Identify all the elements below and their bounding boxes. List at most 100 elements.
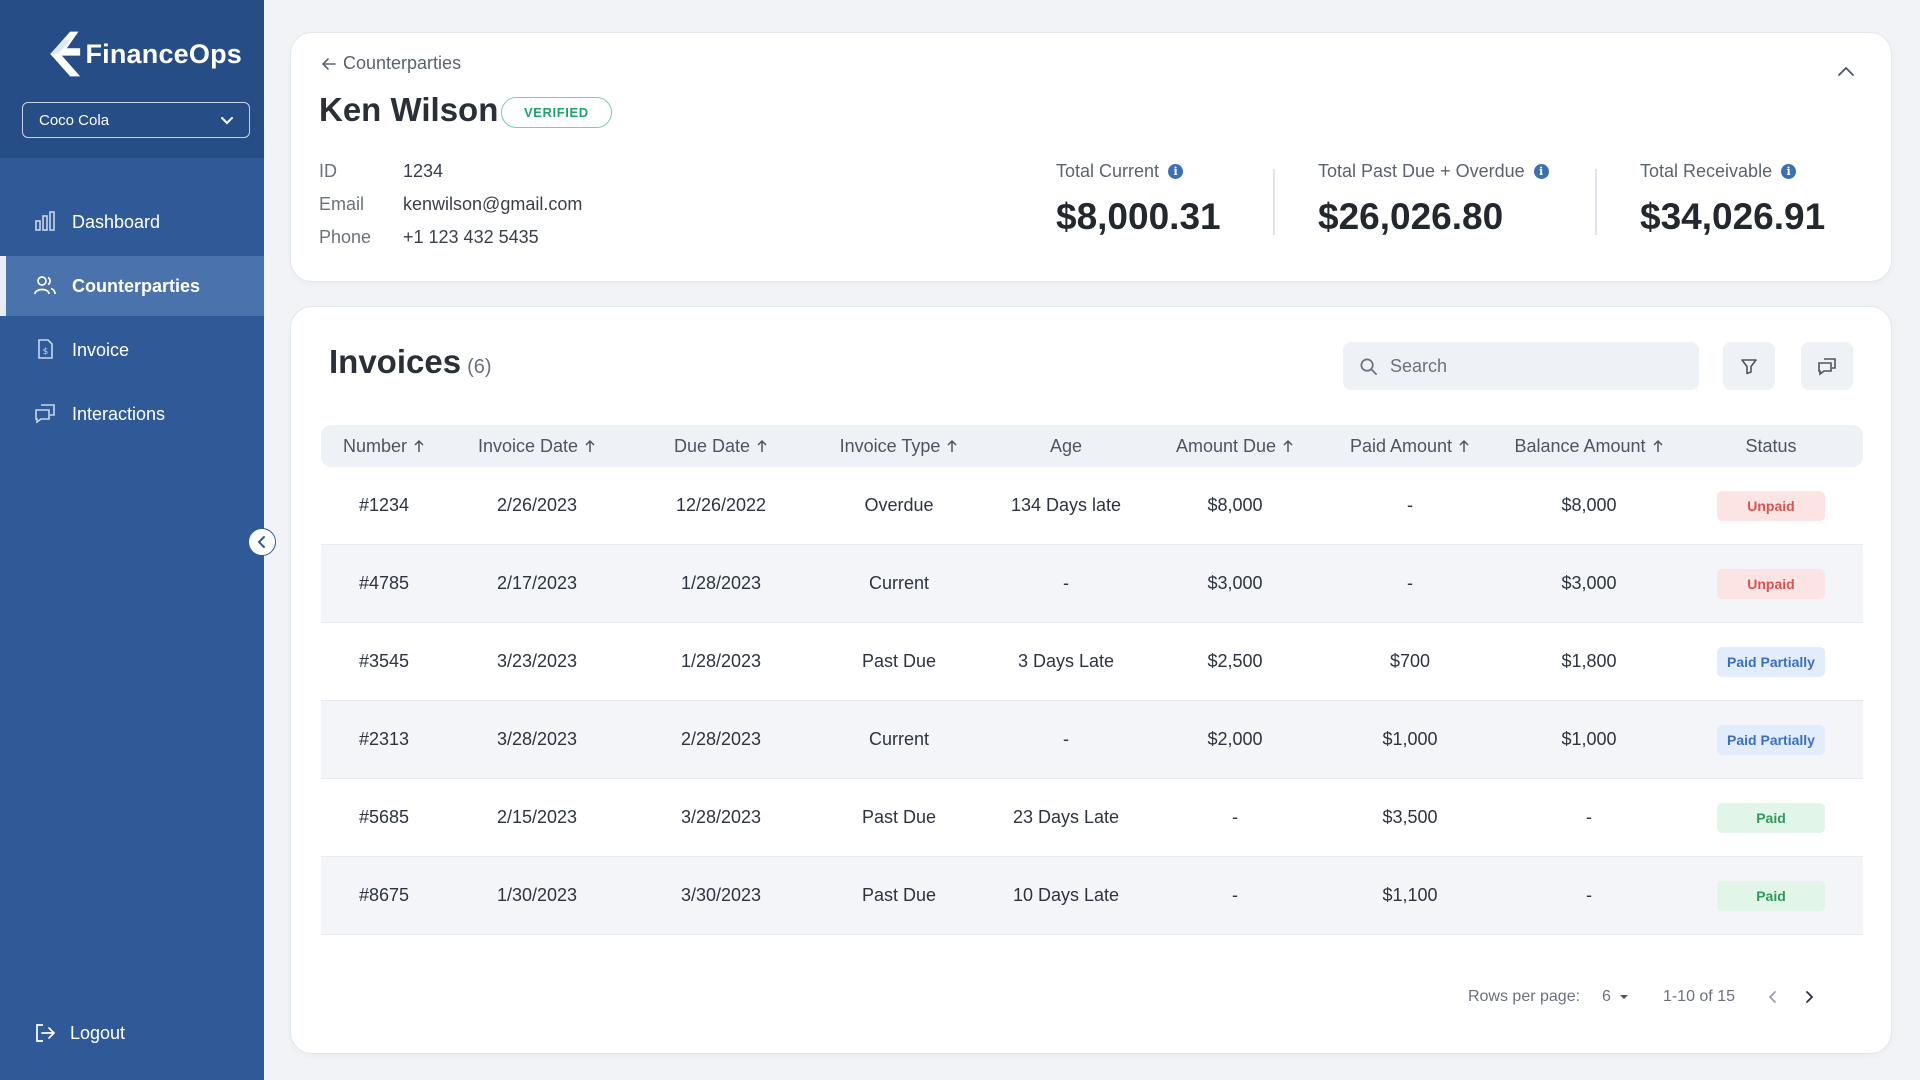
column-header-age[interactable]: Age bbox=[983, 436, 1149, 457]
breadcrumb-back-link[interactable]: Counterparties bbox=[321, 53, 461, 74]
chevron-left-icon bbox=[257, 536, 265, 548]
document-icon: $ bbox=[34, 338, 58, 362]
column-header-amount-due[interactable]: Amount Due bbox=[1149, 436, 1321, 457]
filter-button[interactable] bbox=[1723, 342, 1775, 390]
column-label: Invoice Type bbox=[839, 435, 941, 456]
column-header-due-date[interactable]: Due Date bbox=[627, 436, 815, 457]
cell-paid-amount: - bbox=[1407, 573, 1413, 593]
cell-amount-due: - bbox=[1232, 885, 1238, 905]
cell-invoice-type: Past Due bbox=[861, 651, 937, 671]
chat-icon bbox=[34, 402, 58, 426]
organization-select[interactable]: Coco Cola bbox=[22, 102, 250, 138]
column-header-number[interactable]: Number bbox=[321, 436, 447, 457]
info-row-id: ID 1234 bbox=[319, 155, 582, 188]
cell-number: #4785 bbox=[358, 573, 410, 593]
table-row[interactable]: #5685 2/15/2023 3/28/2023 Past Due 23 Da… bbox=[321, 779, 1863, 857]
invoices-count: (6) bbox=[467, 356, 492, 378]
svg-text:$: $ bbox=[43, 347, 49, 357]
comments-button[interactable] bbox=[1801, 342, 1853, 390]
chevron-up-icon[interactable] bbox=[1835, 61, 1857, 83]
sort-arrow-up-icon bbox=[414, 439, 424, 452]
invoices-table: Number Invoice Date Due Date Invoice Typ… bbox=[321, 425, 1863, 935]
stat-total-receivable: Total Receivable i $34,026.91 bbox=[1640, 161, 1825, 238]
table-row[interactable]: #1234 2/26/2023 12/26/2022 Overdue 134 D… bbox=[321, 467, 1863, 545]
info-row-email: Email kenwilson@gmail.com bbox=[319, 188, 582, 221]
sidebar: FinanceOps Coco Cola Dashboard Counterpa… bbox=[0, 0, 264, 1080]
column-header-paid-amount[interactable]: Paid Amount bbox=[1321, 436, 1499, 457]
table-row[interactable]: #2313 3/28/2023 2/28/2023 Current - $2,0… bbox=[321, 701, 1863, 779]
column-label: Amount Due bbox=[1175, 435, 1277, 456]
column-label: Invoice Date bbox=[477, 435, 579, 456]
arrow-left-icon bbox=[321, 57, 336, 70]
column-header-invoice-date[interactable]: Invoice Date bbox=[447, 436, 627, 457]
cell-invoice-date: 2/17/2023 bbox=[496, 573, 578, 593]
table-row[interactable]: #4785 2/17/2023 1/28/2023 Current - $3,0… bbox=[321, 545, 1863, 623]
info-icon[interactable]: i bbox=[1168, 164, 1184, 179]
sidebar-item-interactions[interactable]: Interactions bbox=[0, 384, 264, 444]
chevron-left-icon bbox=[1768, 991, 1776, 1003]
cell-age: - bbox=[1063, 729, 1069, 749]
column-label: Balance Amount bbox=[1514, 435, 1646, 456]
column-label: Paid Amount bbox=[1349, 435, 1453, 456]
sidebar-item-invoice[interactable]: $ Invoice bbox=[0, 320, 264, 380]
table-row[interactable]: #3545 3/23/2023 1/28/2023 Past Due 3 Day… bbox=[321, 623, 1863, 701]
cell-number: #3545 bbox=[358, 651, 410, 671]
cell-amount-due: $8,000 bbox=[1207, 495, 1263, 515]
column-header-invoice-type[interactable]: Invoice Type bbox=[815, 436, 983, 457]
column-header-balance-amount[interactable]: Balance Amount bbox=[1499, 436, 1679, 457]
table-row[interactable]: #8675 1/30/2023 3/30/2023 Past Due 10 Da… bbox=[321, 857, 1863, 935]
cell-due-date: 2/28/2023 bbox=[680, 729, 762, 749]
sidebar-item-label: Dashboard bbox=[72, 211, 161, 232]
cell-status: Paid bbox=[1679, 880, 1863, 911]
column-label: Due Date bbox=[673, 435, 751, 456]
collapse-sidebar-button[interactable] bbox=[248, 528, 276, 556]
rows-per-page-value: 6 bbox=[1602, 988, 1611, 1005]
divider bbox=[1595, 169, 1597, 235]
cell-age: 134 Days late bbox=[1010, 495, 1122, 515]
email-label: Email bbox=[319, 194, 365, 214]
cell-paid-amount: - bbox=[1407, 495, 1413, 515]
cell-age: 3 Days Late bbox=[1017, 651, 1115, 671]
info-icon[interactable]: i bbox=[1781, 164, 1797, 179]
cell-invoice-type: Current bbox=[868, 573, 930, 593]
search-icon bbox=[1360, 358, 1377, 375]
id-value: 1234 bbox=[403, 161, 444, 181]
financeops-logo-icon bbox=[50, 31, 81, 77]
divider bbox=[1273, 169, 1275, 235]
cell-due-date: 3/30/2023 bbox=[680, 885, 762, 905]
chevron-down-icon bbox=[221, 117, 233, 125]
logout-button[interactable]: Logout bbox=[34, 1022, 125, 1044]
pagination: Rows per page: 6 1-10 of 15 bbox=[1468, 985, 1821, 1009]
cell-balance-amount: $1,000 bbox=[1561, 729, 1617, 749]
cell-invoice-type: Current bbox=[868, 729, 930, 749]
stat-total-current: Total Current i $8,000.31 bbox=[1056, 161, 1221, 238]
next-page-button[interactable] bbox=[1797, 985, 1821, 1009]
column-label: Age bbox=[1049, 435, 1083, 456]
rows-per-page-select[interactable]: 6 bbox=[1602, 988, 1629, 1006]
email-value: kenwilson@gmail.com bbox=[403, 194, 583, 214]
cell-age: 23 Days Late bbox=[1012, 807, 1120, 827]
previous-page-button[interactable] bbox=[1761, 985, 1785, 1009]
cell-invoice-date: 3/23/2023 bbox=[496, 651, 578, 671]
cell-paid-amount: $700 bbox=[1389, 651, 1431, 671]
cell-amount-due: $2,000 bbox=[1207, 729, 1263, 749]
cell-number: #8675 bbox=[358, 885, 410, 905]
status-badge: VERIFIED bbox=[501, 97, 612, 128]
sidebar-item-dashboard[interactable]: Dashboard bbox=[0, 192, 264, 252]
cell-invoice-date: 2/15/2023 bbox=[496, 807, 578, 827]
cell-balance-amount: - bbox=[1586, 807, 1592, 827]
sidebar-header: FinanceOps Coco Cola bbox=[0, 0, 264, 158]
sort-arrow-up-icon bbox=[757, 439, 767, 452]
status-badge: Paid Partially bbox=[1717, 724, 1825, 755]
column-header-status[interactable]: Status bbox=[1679, 436, 1863, 457]
invoices-title: Invoices (6) bbox=[329, 343, 492, 381]
sidebar-item-counterparties[interactable]: Counterparties bbox=[0, 256, 264, 316]
search-box bbox=[1343, 342, 1699, 390]
stat-value: $34,026.91 bbox=[1640, 196, 1826, 237]
organization-select-value: Coco Cola bbox=[39, 111, 110, 129]
stat-value: $26,026.80 bbox=[1318, 196, 1504, 237]
info-icon[interactable]: i bbox=[1533, 164, 1549, 179]
search-input[interactable] bbox=[1390, 355, 1680, 377]
app-logo[interactable]: FinanceOps bbox=[22, 24, 242, 84]
cell-invoice-type: Past Due bbox=[861, 885, 937, 905]
